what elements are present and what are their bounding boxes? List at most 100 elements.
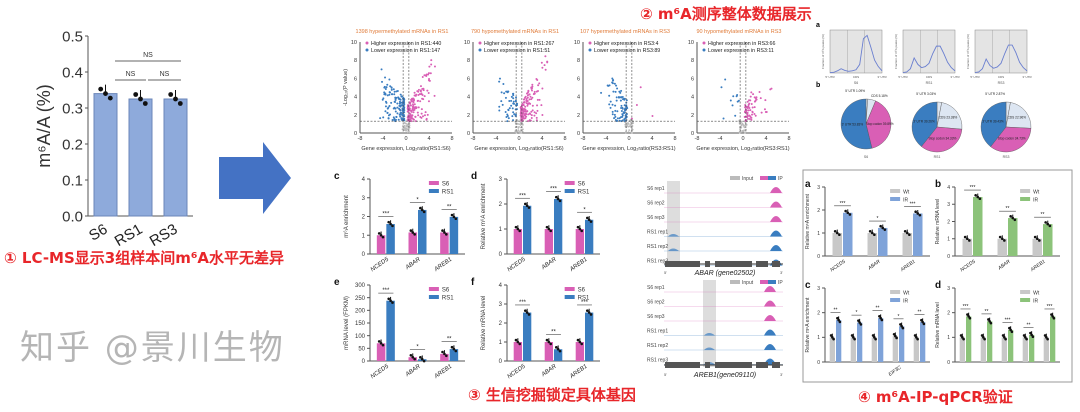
y-axis-label: Fraction of m⁶A peaks (%) [894,34,898,69]
legend-lower: Lower expression in RS1:147 [371,48,440,54]
data-point [962,337,965,341]
data-point [921,320,924,324]
volcano-point [513,113,516,116]
volcano-point [422,89,425,92]
x-tick-label: 8 [450,136,453,142]
volcano-point [405,122,407,125]
x-tick-label: -8 [581,136,586,142]
data-point [983,337,986,341]
gene-model-exon [772,362,780,368]
volcano-point [381,80,384,83]
volcano-point [393,100,396,103]
gene-name: AREB1(gene09110) [693,372,756,379]
volcano-point [507,108,510,111]
region-label: 5' UTR [898,75,908,79]
volcano-point [412,106,415,109]
y-axis-label: m⁶A enrichment [343,195,350,238]
y-axis-label: Fraction of m⁶A peaks (%) [966,34,970,69]
x-tick-label: 8 [787,136,790,142]
track-label: S6 rep2 [647,300,665,306]
volcano-point [750,91,753,94]
volcano-point [512,100,515,103]
legend-dot [702,48,706,52]
volcano-point [392,107,395,110]
track-label: S6 rep2 [647,201,665,207]
coverage-peak [704,347,715,350]
significance-label: *** [519,300,527,306]
pie-label: 3' UTR 39.43% [982,120,1004,124]
coverage-peak [668,248,679,251]
volcano-point [399,115,402,118]
data-point [554,346,558,349]
volcano-point [408,102,411,105]
region-label: CDS [853,75,859,79]
volcano-point [615,96,618,99]
volcano-point [624,107,627,110]
significance-label: *** [382,288,390,294]
data-point [1052,316,1056,320]
volcano-point [406,128,409,131]
volcano-point [385,101,388,104]
volcano-point [541,66,544,69]
volcano-point [765,110,768,113]
pie-slice [980,101,1007,147]
bar [128,98,153,217]
significance-label: *** [550,187,558,193]
highlight-region [703,280,716,367]
volcano-point [527,113,530,116]
volcano-point [630,121,632,124]
panel-label: c [334,171,340,182]
significance-label: *** [581,300,589,306]
volcano-point [411,103,414,106]
legend-swatch-ip [760,176,768,180]
volcano-point [413,103,416,106]
data-point [901,326,905,330]
volcano-point [398,104,401,107]
data-point [1050,313,1053,316]
volcano-point [764,99,767,102]
y-tick-label: 1 [817,335,820,341]
data-point [1045,336,1048,339]
legend-swatch [428,287,439,291]
volcano-point [392,88,395,91]
volcano-point [623,104,626,107]
legend-label: IR [903,299,908,305]
volcano-point [417,90,420,93]
bar [408,232,417,254]
volcano-point [383,86,386,89]
coverage-peak [770,230,782,237]
legend-ip: IP [778,280,783,286]
data-point [871,334,875,337]
volcano-point [419,116,422,119]
bar [418,209,427,254]
significance-label: *** [382,212,390,218]
legend-swatch [564,295,575,299]
volcano-point [531,109,534,112]
volcano-point [626,123,629,125]
significance-label: NS [126,71,136,78]
volcano-point [720,86,723,89]
data-point [1043,334,1047,337]
data-point [450,213,454,217]
category-label: S6 [86,221,110,245]
volcano-point [525,115,528,118]
data-point [878,314,881,318]
bar [850,337,856,362]
volcano-point [515,131,518,134]
gene-name: ABAR (gene02502) [694,270,756,277]
data-point [873,336,876,339]
bar [871,337,877,362]
x-tick-label: 8 [563,136,566,142]
volcano-point [742,123,744,126]
volcano-point [538,98,541,101]
data-point [967,315,970,318]
y-tick-label: 0 [817,360,820,366]
volcano-point [541,113,544,116]
volcano-point [522,101,525,104]
category-label: RS3 [147,221,181,250]
data-point [445,354,448,358]
bar [1032,238,1042,256]
data-point [959,334,963,337]
volcano-point [417,88,420,91]
bar [544,229,553,254]
